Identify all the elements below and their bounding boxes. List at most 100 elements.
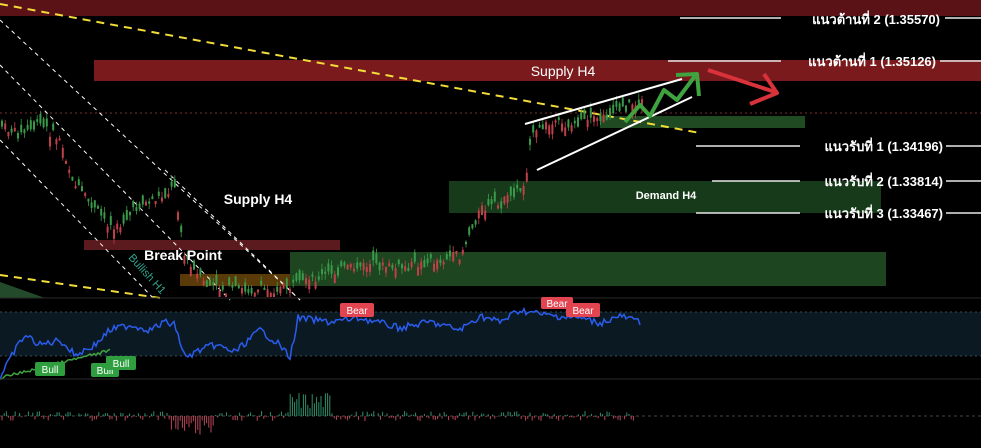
candle-body xyxy=(385,266,387,273)
candle-body xyxy=(625,105,627,112)
wedge-upper xyxy=(524,78,683,125)
candle-body xyxy=(356,262,359,269)
candle-body xyxy=(637,99,640,104)
candle-body xyxy=(157,191,160,196)
candle-body xyxy=(362,263,365,271)
candle-body xyxy=(84,192,87,197)
candle-body xyxy=(577,117,579,127)
projection-arrow-up xyxy=(623,74,697,124)
candle-body xyxy=(612,104,615,114)
candle-body xyxy=(138,203,141,209)
candle-body xyxy=(404,265,407,271)
candle-body xyxy=(221,285,224,290)
candle-body xyxy=(407,267,410,272)
candle-body xyxy=(519,188,522,192)
candle-body xyxy=(68,169,71,173)
candle-body xyxy=(349,264,352,268)
candle-body xyxy=(541,124,544,130)
candle-body xyxy=(109,215,112,225)
candle-body xyxy=(164,188,167,198)
candle-body xyxy=(538,125,541,128)
candle-body xyxy=(353,268,355,272)
arrow-down-head xyxy=(749,72,779,106)
candle-body xyxy=(394,268,397,278)
candle-body xyxy=(330,265,333,274)
candle-body xyxy=(468,227,471,235)
candle-body xyxy=(500,201,503,209)
bull-badge-2-label: Bull xyxy=(97,366,114,377)
supply-zone-top-strip xyxy=(0,0,981,16)
candle-body xyxy=(253,292,256,297)
candle-body xyxy=(145,201,147,206)
candle-body xyxy=(429,254,432,259)
candle-body xyxy=(333,274,336,284)
projection-arrow-down xyxy=(707,68,776,94)
candle-body xyxy=(503,196,506,204)
break-point-label: Break Point xyxy=(144,247,222,263)
candle-body xyxy=(292,279,295,283)
candle-body xyxy=(202,280,205,286)
candle-body xyxy=(516,184,519,189)
demand-zone-h4 xyxy=(449,181,881,213)
price-candles xyxy=(1,93,643,297)
support-2-label: แนวรับที่ 2 (1.33814) xyxy=(825,172,943,189)
candle-body xyxy=(269,292,272,297)
candle-body xyxy=(20,124,23,133)
candle-body xyxy=(234,276,237,286)
candle-body xyxy=(151,196,154,200)
candle-body xyxy=(397,259,400,265)
candle-body xyxy=(45,118,48,127)
candle-body xyxy=(490,199,493,205)
candle-body xyxy=(228,277,231,285)
candle-body xyxy=(445,253,448,260)
candle-body xyxy=(125,209,128,220)
candle-body xyxy=(119,227,122,233)
candle-body xyxy=(391,264,394,269)
supply-h4-left-label: Supply H4 xyxy=(224,191,293,207)
candle-body xyxy=(631,104,634,114)
candle-body xyxy=(369,263,371,272)
candle-body xyxy=(586,119,589,128)
candle-body xyxy=(237,285,240,289)
candle-body xyxy=(628,99,631,103)
candle-body xyxy=(509,186,512,196)
channel-line-2 xyxy=(0,64,231,301)
bear-badge-2-label: Bear xyxy=(546,299,568,310)
candle-body xyxy=(308,279,311,290)
candle-body xyxy=(132,201,135,208)
candle-body xyxy=(599,113,602,122)
candle-body xyxy=(340,261,343,267)
candle-body xyxy=(564,127,567,136)
green-shade-left xyxy=(0,282,45,298)
candle-body xyxy=(196,273,199,279)
candle-body xyxy=(122,214,125,224)
bear-badge-2: Bear xyxy=(541,297,573,310)
candle-body xyxy=(602,114,605,123)
candle-body xyxy=(461,249,464,255)
candle-body xyxy=(573,120,576,124)
arrow-up-head xyxy=(675,72,701,97)
candle-body xyxy=(244,282,247,292)
candle-body xyxy=(260,280,263,286)
candle-body xyxy=(458,259,461,264)
candle-body xyxy=(317,276,320,280)
candle-body xyxy=(535,130,538,138)
supply-zone-h4-top xyxy=(94,60,981,81)
candle-body xyxy=(506,195,509,203)
candle-body xyxy=(359,262,362,267)
candle-body xyxy=(580,112,583,120)
candle-body xyxy=(621,97,624,107)
bear-badge-1-label: Bear xyxy=(346,306,368,317)
candle-body xyxy=(148,201,151,204)
candle-body xyxy=(305,278,307,285)
candle-body xyxy=(87,198,90,202)
candle-body xyxy=(55,139,58,145)
supply-h4-top-label: Supply H4 xyxy=(531,63,596,79)
bear-badge-3: Bear xyxy=(566,303,600,317)
candle-body xyxy=(452,251,455,262)
candle-body xyxy=(381,262,384,266)
candle-body xyxy=(273,293,275,297)
candle-body xyxy=(23,129,26,134)
candle-body xyxy=(487,198,490,206)
candle-body xyxy=(4,123,7,130)
